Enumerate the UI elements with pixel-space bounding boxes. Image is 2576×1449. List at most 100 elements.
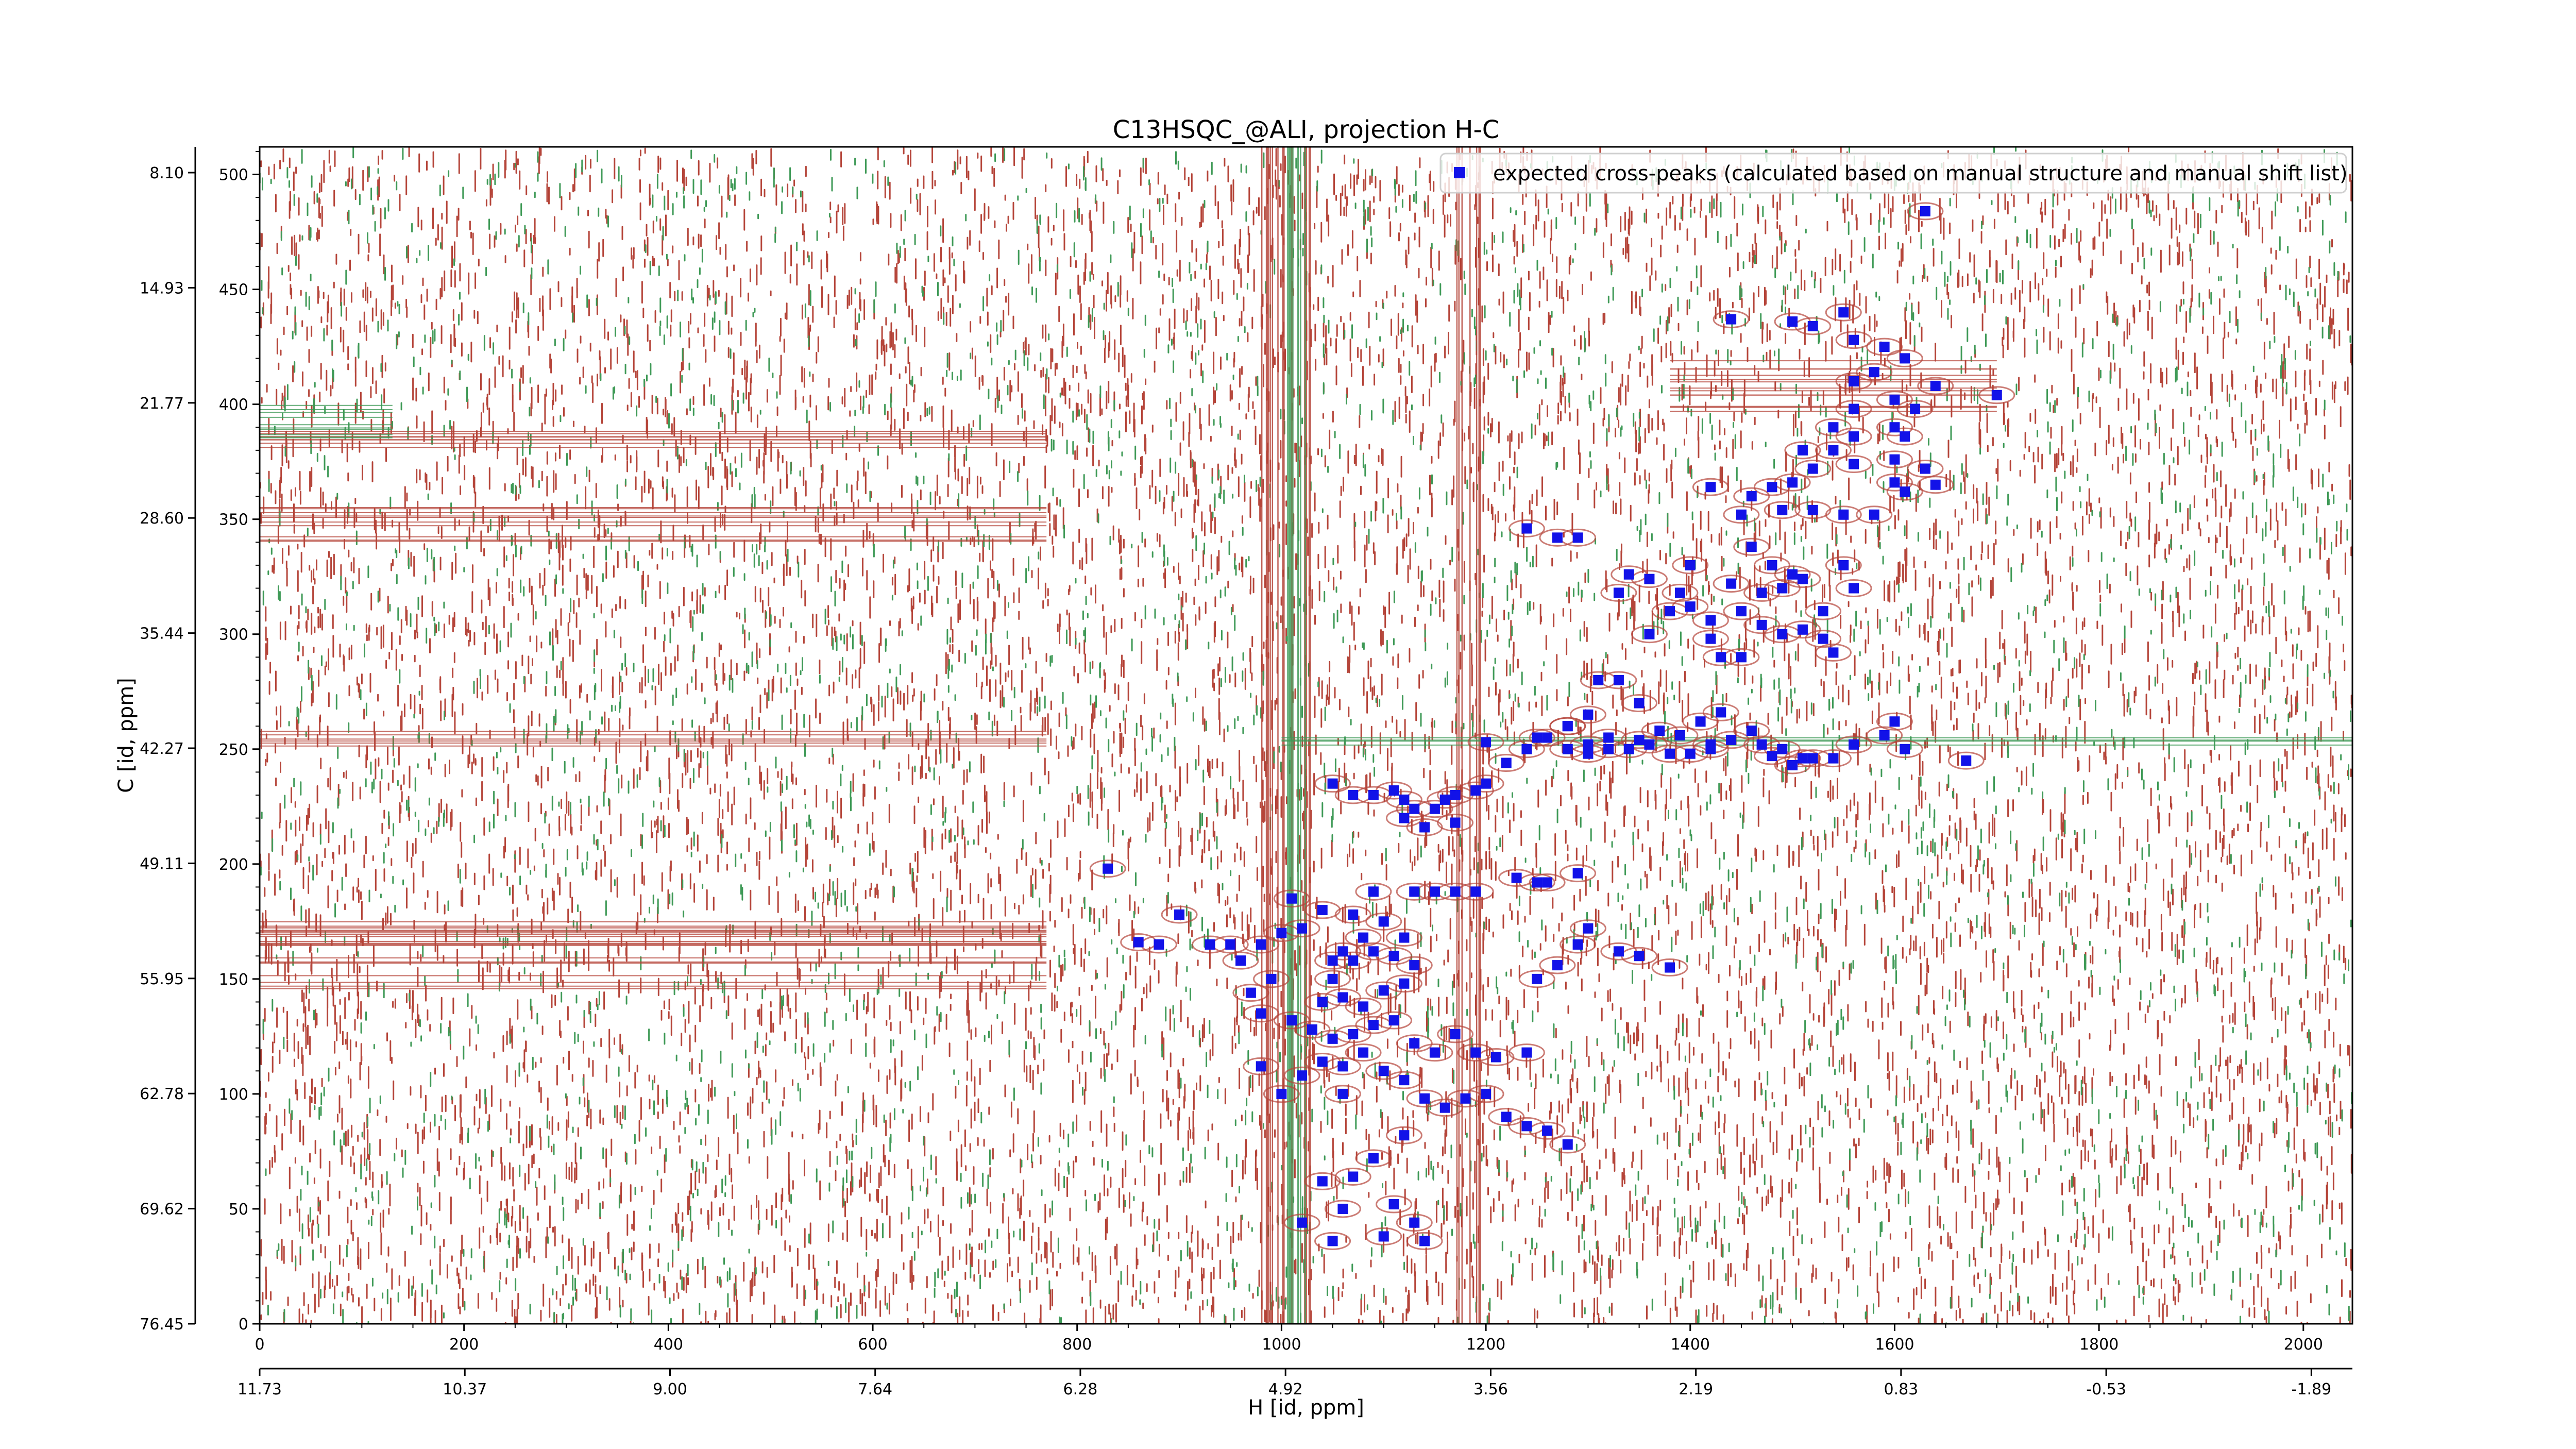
legend: expected cross-peaks (calculated based o… xyxy=(1439,153,2348,194)
cross-peak-marker xyxy=(1378,985,1389,996)
peak-contour xyxy=(1508,740,1545,759)
peak-contour xyxy=(1488,1108,1525,1126)
x-ppm-tick-label: 4.92 xyxy=(1268,1380,1303,1399)
cross-peak-marker xyxy=(1849,431,1859,442)
cross-peak-marker xyxy=(1419,1236,1430,1246)
peak-contour xyxy=(1283,1066,1320,1085)
peak-contour xyxy=(1631,625,1668,644)
y-ppm-tick-label: 35.44 xyxy=(140,625,184,643)
cross-peak-marker xyxy=(1450,1029,1461,1039)
peak-contour xyxy=(1273,889,1310,908)
cross-peak-marker xyxy=(1337,1088,1348,1099)
cross-peak-marker xyxy=(1705,615,1716,626)
peak-contour xyxy=(1856,506,1893,524)
peak-contour xyxy=(1835,455,1872,474)
cross-peak-marker xyxy=(1736,509,1747,520)
cross-peak-marker xyxy=(1409,886,1420,897)
cross-peak-marker xyxy=(1470,886,1481,897)
cross-peak-marker xyxy=(1787,760,1798,770)
x-tick-label: 2000 xyxy=(2284,1336,2323,1354)
cross-peak-marker xyxy=(1481,737,1492,748)
cross-peak-marker xyxy=(1807,463,1818,474)
cross-peak-marker xyxy=(1317,1056,1328,1067)
cross-peak-marker xyxy=(1634,951,1645,962)
solvent-streak-red xyxy=(1261,147,1311,1324)
peak-contour xyxy=(1243,935,1280,954)
cross-peak-marker xyxy=(1787,477,1798,488)
cross-peak-marker xyxy=(1348,955,1359,966)
y-ppm-tick-label: 76.45 xyxy=(140,1316,184,1334)
cross-peak-marker xyxy=(1399,813,1410,823)
peak-contour xyxy=(1876,450,1913,469)
peak-contour xyxy=(1825,303,1862,322)
cross-peak-marker xyxy=(1838,307,1849,318)
cross-peak-marker xyxy=(1777,583,1788,594)
cross-peak-marker xyxy=(1900,486,1910,497)
cross-peak-marker xyxy=(1490,1052,1501,1063)
cross-peak-marker xyxy=(1450,789,1461,800)
cross-peak-marker xyxy=(1133,937,1144,948)
cross-peak-marker xyxy=(1521,1121,1532,1132)
peak-contour xyxy=(1978,386,2015,405)
peak-contour xyxy=(1539,956,1576,974)
peak-contour xyxy=(1764,501,1801,519)
cross-peak-marker xyxy=(1889,477,1900,488)
peak-contour xyxy=(1273,1011,1310,1030)
cross-peak-marker xyxy=(1439,794,1450,805)
peak-contour xyxy=(1232,984,1269,1002)
cross-peak-marker xyxy=(1327,1236,1338,1246)
cross-peak-marker xyxy=(1685,601,1696,612)
band-green-left xyxy=(260,405,393,439)
cross-peak-marker xyxy=(1256,1061,1266,1072)
cross-peak-marker xyxy=(1756,619,1767,630)
cross-peak-marker xyxy=(1849,403,1859,414)
peak-contour xyxy=(1907,460,1944,478)
cross-peak-marker xyxy=(1705,482,1716,493)
peak-contour xyxy=(1396,1214,1433,1232)
cross-peak-marker xyxy=(1674,730,1685,740)
cross-peak-marker xyxy=(1665,962,1675,973)
peak-contour xyxy=(1692,611,1729,630)
peak-contour xyxy=(1294,1020,1331,1039)
cross-peak-marker xyxy=(1849,739,1859,750)
cross-peak-marker xyxy=(1879,342,1890,352)
y-tick-label: 100 xyxy=(219,1086,248,1104)
y-tick-label: 500 xyxy=(219,166,248,184)
y-tick-label: 0 xyxy=(239,1316,248,1334)
x-ppm-tick-label: -0.53 xyxy=(2086,1380,2126,1399)
cross-peak-marker xyxy=(1562,1139,1573,1150)
x-tick-label: 400 xyxy=(654,1336,683,1354)
band-350 xyxy=(260,507,1047,542)
peak-contour xyxy=(1713,310,1750,329)
peak-contour xyxy=(1324,942,1361,961)
y-tick-label: 150 xyxy=(219,971,248,989)
legend-box xyxy=(1439,153,2347,194)
cross-peak-marker xyxy=(1849,376,1859,387)
cross-peak-marker xyxy=(1818,606,1828,617)
peak-contour xyxy=(1743,616,1781,634)
peak-contour xyxy=(1835,372,1872,391)
cross-peak-marker xyxy=(1542,877,1553,888)
cross-peak-marker xyxy=(1920,206,1930,216)
peak-contour xyxy=(1365,1227,1402,1245)
cross-peak-marker xyxy=(1572,532,1583,543)
cross-peak-marker xyxy=(1583,748,1594,759)
cross-peak-marker xyxy=(1429,803,1440,814)
peak-contour xyxy=(1508,519,1545,538)
x-tick-label: 1200 xyxy=(1466,1336,1505,1354)
peak-contour xyxy=(1385,974,1422,993)
cross-peak-marker xyxy=(1716,707,1726,718)
cross-peak-marker xyxy=(1470,785,1481,796)
cross-peak-marker xyxy=(1235,955,1246,966)
cross-peak-marker xyxy=(1368,789,1379,800)
cross-peak-marker xyxy=(1276,928,1287,938)
peak-contour xyxy=(1825,506,1862,524)
peak-contour xyxy=(1835,400,1872,418)
peak-contour xyxy=(1784,570,1821,588)
cross-peak-marker xyxy=(1961,755,1972,766)
cross-peak-marker xyxy=(1991,390,2002,400)
cross-peak-marker xyxy=(1767,560,1777,570)
cross-peak-marker xyxy=(1746,726,1757,736)
cross-peak-marker xyxy=(1777,744,1788,754)
cross-peak-marker xyxy=(1562,721,1573,732)
